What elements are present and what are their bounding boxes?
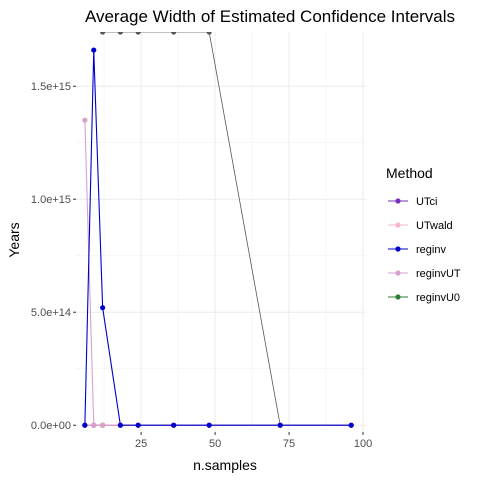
legend: Method UTci UTwald reginv reginvUT reginvU0 bbox=[386, 165, 461, 304]
series-reginv-point bbox=[135, 422, 141, 428]
plot-marks bbox=[82, 32, 354, 428]
gray-series-0-point bbox=[171, 32, 177, 35]
gray-series-0-point bbox=[100, 32, 106, 35]
plot-panel: 25 50 75 100 0.0e+00 5.0e+14 1.0e+15 1.5e+15 bbox=[31, 32, 372, 450]
legend-label: UTci bbox=[416, 196, 437, 208]
y-tick-label: 1.0e+15 bbox=[31, 194, 71, 206]
legend-label: UTwald bbox=[416, 220, 453, 232]
y-tick-label: 0.0e+00 bbox=[31, 420, 71, 432]
x-tick-label: 75 bbox=[283, 438, 295, 450]
legend-key-point bbox=[395, 222, 401, 228]
legend-key-point bbox=[395, 294, 401, 300]
legend-label: reginvUT bbox=[416, 268, 461, 280]
plot-area bbox=[76, 32, 366, 432]
series-reginvut-point bbox=[100, 422, 106, 428]
legend-label: reginv bbox=[416, 244, 446, 256]
y-axis-title: Years bbox=[6, 222, 22, 257]
series-reginv-point bbox=[348, 422, 354, 428]
y-tick-label: 5.0e+14 bbox=[31, 307, 71, 319]
series-reginv-point bbox=[91, 47, 97, 53]
legend-key-point bbox=[395, 198, 401, 204]
series-reginv-point bbox=[82, 422, 88, 428]
series-reginv-point bbox=[100, 305, 106, 311]
legend-label: reginvU0 bbox=[416, 292, 460, 304]
series-reginv-point bbox=[117, 422, 123, 428]
legend-key-point bbox=[395, 270, 401, 276]
x-tick-label: 50 bbox=[209, 438, 221, 450]
gray-series-0-point bbox=[135, 32, 141, 35]
gray-series-0-point bbox=[117, 32, 123, 35]
legend-key-point bbox=[395, 246, 401, 252]
x-axis-title: n.samples bbox=[193, 457, 257, 473]
series-reginvut-point bbox=[91, 422, 97, 428]
gray-series-0-point bbox=[206, 32, 212, 35]
x-tick-label: 25 bbox=[135, 438, 147, 450]
gray-series-0-line bbox=[102, 32, 281, 426]
chart-title: Average Width of Estimated Confidence In… bbox=[85, 7, 455, 26]
y-tick-label: 1.5e+15 bbox=[31, 81, 71, 93]
series-reginvut-point bbox=[82, 117, 88, 123]
series-reginv-point bbox=[277, 422, 283, 428]
x-tick-label: 100 bbox=[354, 438, 372, 450]
series-reginv-point bbox=[206, 422, 212, 428]
legend-title: Method bbox=[386, 165, 433, 181]
series-reginv-point bbox=[171, 422, 177, 428]
